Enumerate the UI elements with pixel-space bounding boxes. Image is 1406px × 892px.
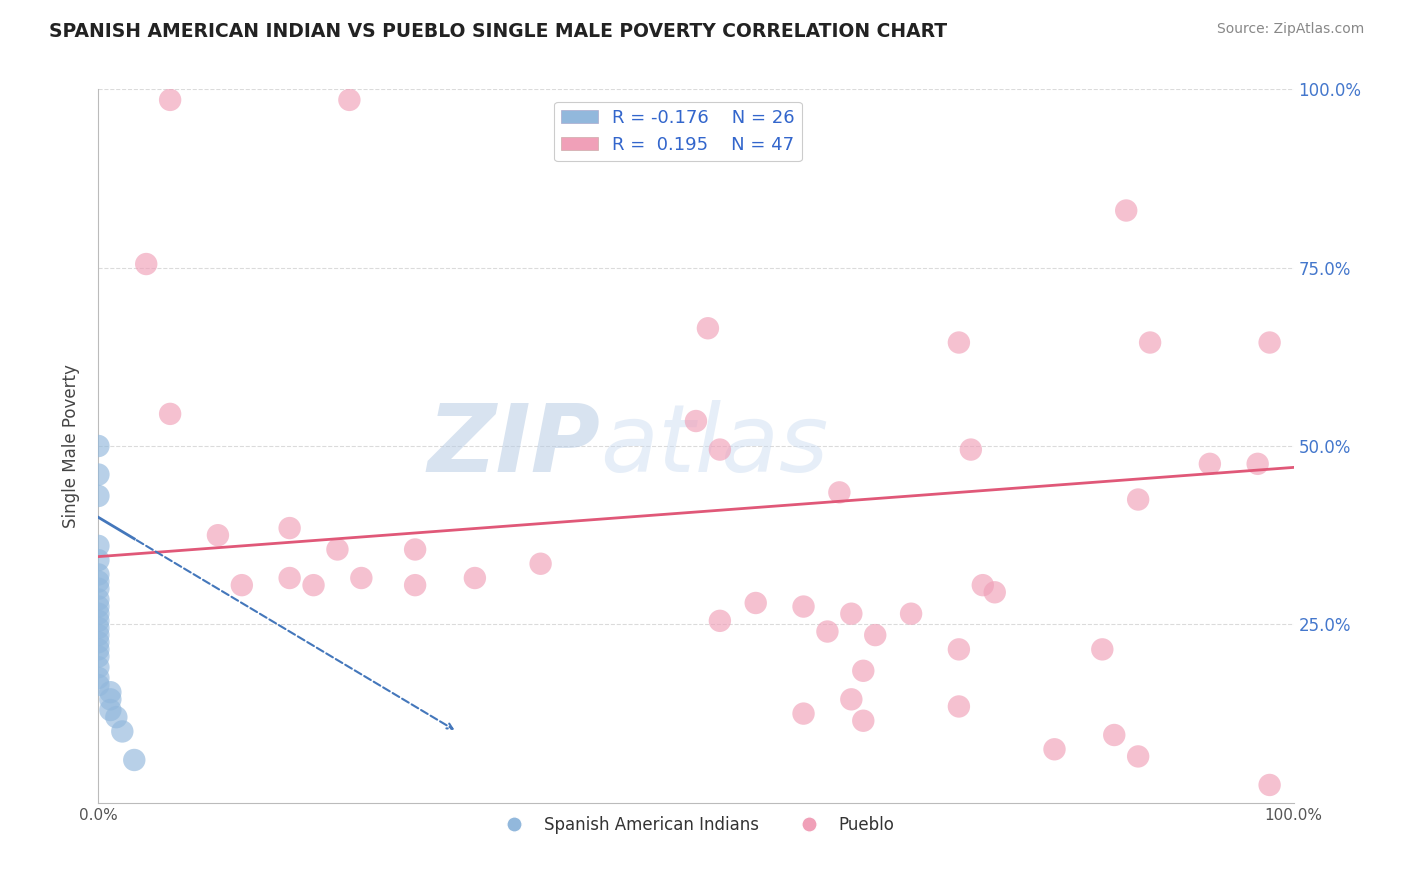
Point [1091, 642, 1114, 657]
Point [685, 414, 707, 428]
Point [111, 724, 134, 739]
Point [278, 521, 301, 535]
Point [135, 257, 157, 271]
Point [159, 407, 181, 421]
Y-axis label: Single Male Poverty: Single Male Poverty [62, 364, 80, 528]
Text: Source: ZipAtlas.com: Source: ZipAtlas.com [1216, 22, 1364, 37]
Point [697, 321, 720, 335]
Point [972, 578, 994, 592]
Point [207, 528, 229, 542]
Point [1043, 742, 1066, 756]
Point [900, 607, 922, 621]
Point [87, 614, 110, 628]
Point [159, 93, 181, 107]
Point [87, 582, 110, 596]
Point [404, 542, 426, 557]
Point [87, 553, 110, 567]
Point [98, 703, 122, 717]
Point [841, 692, 863, 706]
Point [1139, 335, 1161, 350]
Point [960, 442, 983, 457]
Point [828, 485, 851, 500]
Point [98, 692, 122, 706]
Point [948, 642, 970, 657]
Point [98, 685, 122, 699]
Point [852, 664, 875, 678]
Point [1258, 778, 1281, 792]
Point [339, 93, 361, 107]
Point [87, 467, 110, 482]
Point [1247, 457, 1270, 471]
Point [87, 607, 110, 621]
Point [1104, 728, 1126, 742]
Point [87, 599, 110, 614]
Point [87, 621, 110, 635]
Point [302, 578, 325, 592]
Point [87, 649, 110, 664]
Point [87, 642, 110, 657]
Point [87, 539, 110, 553]
Point [87, 628, 110, 642]
Text: ZIP: ZIP [427, 400, 600, 492]
Point [87, 489, 110, 503]
Point [87, 592, 110, 607]
Point [1128, 492, 1150, 507]
Point [87, 439, 110, 453]
Point [87, 567, 110, 582]
Point [865, 628, 887, 642]
Point [87, 671, 110, 685]
Point [1199, 457, 1222, 471]
Point [1258, 335, 1281, 350]
Point [326, 542, 349, 557]
Point [231, 578, 253, 592]
Point [948, 699, 970, 714]
Point [815, 624, 838, 639]
Point [793, 599, 815, 614]
Point [793, 706, 815, 721]
Point [87, 678, 110, 692]
Point [841, 607, 863, 621]
Point [124, 753, 146, 767]
Point [745, 596, 768, 610]
Point [1115, 203, 1137, 218]
Point [350, 571, 373, 585]
Point [852, 714, 875, 728]
Point [1128, 749, 1150, 764]
Point [464, 571, 486, 585]
Point [530, 557, 553, 571]
Legend: Spanish American Indians, Pueblo: Spanish American Indians, Pueblo [491, 810, 901, 841]
Text: SPANISH AMERICAN INDIAN VS PUEBLO SINGLE MALE POVERTY CORRELATION CHART: SPANISH AMERICAN INDIAN VS PUEBLO SINGLE… [49, 22, 948, 41]
Point [984, 585, 1007, 599]
Point [278, 571, 301, 585]
Point [105, 710, 128, 724]
Point [87, 574, 110, 589]
Point [709, 442, 731, 457]
Point [404, 578, 426, 592]
Point [709, 614, 731, 628]
Point [948, 335, 970, 350]
Point [87, 660, 110, 674]
Text: atlas: atlas [600, 401, 828, 491]
Point [87, 635, 110, 649]
